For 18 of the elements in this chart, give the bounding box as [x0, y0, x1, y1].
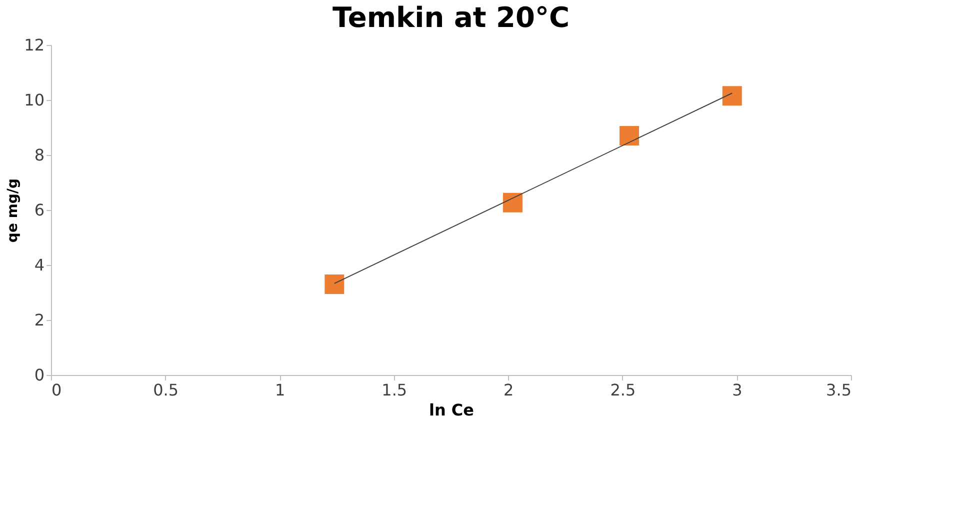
x-tick-label: 1.5 — [382, 380, 408, 400]
x-axis-title: ln Ce — [428, 400, 474, 420]
y-tick-label: 4 — [34, 256, 44, 274]
x-tick-label: 3 — [732, 380, 742, 400]
chart-title: Temkin at 20°C — [332, 1, 570, 34]
x-tick-label: 0.5 — [153, 380, 179, 400]
y-tick-label: 8 — [34, 146, 44, 164]
x-tick-label: 2 — [504, 380, 514, 400]
y-axis-title: qe mg/g — [5, 178, 22, 243]
x-tick-label: 3.5 — [826, 380, 852, 400]
y-tick-label: 10 — [24, 90, 44, 110]
y-tick-label: 12 — [24, 36, 44, 54]
y-tick-label: 6 — [34, 200, 44, 220]
x-tick-label: 1 — [274, 380, 286, 400]
y-tick-label: 2 — [34, 310, 44, 330]
x-tick-label: 0 — [52, 380, 62, 400]
x-tick-label: 2.5 — [610, 380, 636, 400]
y-tick-label: 0 — [34, 366, 44, 384]
